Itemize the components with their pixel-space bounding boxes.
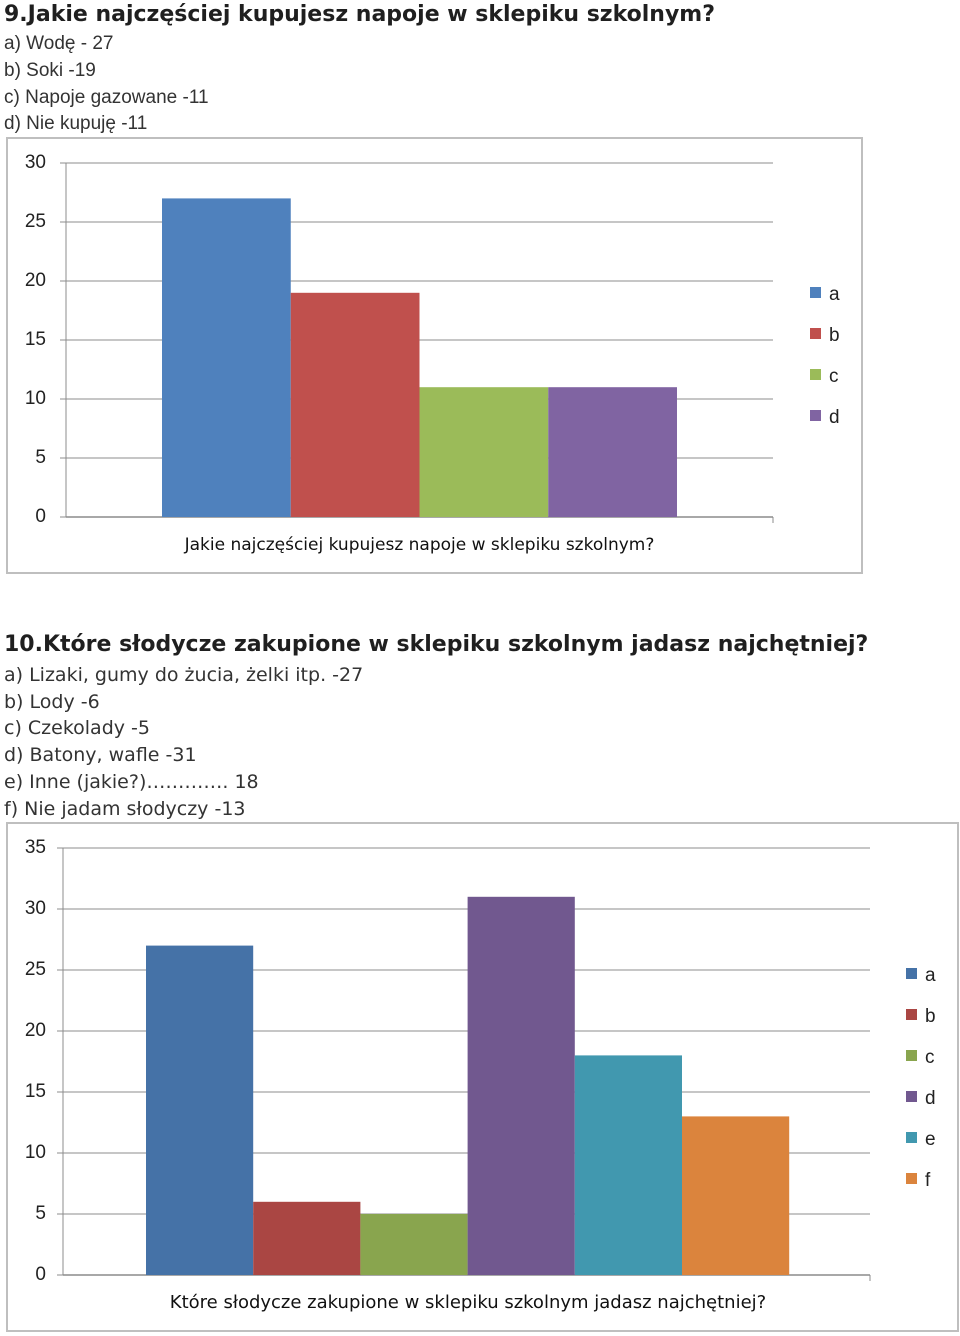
q10-answer-f: f) Nie jadam słodyczy -13 xyxy=(4,798,246,820)
y-tick-label: 15 xyxy=(24,1081,46,1102)
q10-answer-a: a) Lizaki, gumy do żucia, żelki itp. -27 xyxy=(4,664,364,686)
legend-swatch xyxy=(906,1132,917,1144)
y-tick-label: 20 xyxy=(24,1020,46,1041)
legend-swatch xyxy=(810,287,821,299)
bar-f xyxy=(682,1116,790,1275)
legend-swatch xyxy=(906,1173,917,1185)
legend-swatch xyxy=(810,410,821,422)
legend-swatch xyxy=(810,369,821,381)
legend-swatch xyxy=(906,968,917,980)
legend-label: c xyxy=(829,366,839,387)
chart-1-category-label: Jakie najczęściej kupujesz napoje w skle… xyxy=(184,535,655,555)
bar-c xyxy=(419,387,549,517)
legend-swatch xyxy=(906,1009,917,1021)
y-tick-label: 15 xyxy=(24,329,46,350)
q9-answer-a: a) Wodę - 27 xyxy=(4,33,114,54)
bar-c xyxy=(360,1214,468,1275)
bar-a xyxy=(162,198,291,517)
bar-b xyxy=(253,1201,361,1275)
y-tick-label: 25 xyxy=(24,959,46,980)
q10-answer-d: d) Batony, wafle -31 xyxy=(4,744,197,766)
bar-b xyxy=(290,292,420,517)
y-tick-label: 10 xyxy=(24,388,46,409)
bar-d xyxy=(467,896,575,1275)
legend-swatch xyxy=(810,328,821,340)
legend-label: b xyxy=(925,1006,936,1027)
q10-answer-b: b) Lody -6 xyxy=(4,691,100,713)
question-9-title: 9.Jakie najczęściej kupujesz napoje w sk… xyxy=(4,2,715,27)
y-tick-label: 5 xyxy=(35,1203,46,1224)
question-10-title: 10.Które słodycze zakupione w sklepiku s… xyxy=(4,632,869,657)
y-tick-label: 5 xyxy=(35,447,46,468)
legend-label: d xyxy=(925,1088,936,1109)
bar-a xyxy=(146,945,254,1275)
legend-item-b: b xyxy=(906,1006,936,1028)
chart-2-category-label: Które słodycze zakupione w sklepiku szko… xyxy=(169,1292,767,1313)
y-tick-label: 30 xyxy=(24,152,46,173)
q10-answer-e: e) Inne (jakie?)…………. 18 xyxy=(4,771,259,793)
q9-answer-b: b) Soki -19 xyxy=(4,60,96,81)
y-tick-label: 0 xyxy=(35,506,46,527)
legend-label: e xyxy=(925,1129,936,1150)
legend-label: d xyxy=(829,407,840,428)
y-tick-label: 10 xyxy=(24,1142,46,1163)
y-tick-label: 0 xyxy=(35,1264,46,1285)
legend-item-b: b xyxy=(810,325,840,347)
legend-label: c xyxy=(925,1047,935,1068)
q9-answer-d: d) Nie kupuję -11 xyxy=(4,113,148,134)
q10-answer-c: c) Czekolady -5 xyxy=(4,717,150,739)
y-tick-label: 30 xyxy=(24,898,46,919)
legend-item-c: c xyxy=(810,366,839,388)
y-tick-label: 35 xyxy=(24,837,46,858)
legend-item-f: f xyxy=(906,1170,930,1192)
y-tick-label: 25 xyxy=(24,211,46,232)
legend-item-c: c xyxy=(906,1047,935,1069)
legend-label: a xyxy=(925,965,936,986)
legend-item-a: a xyxy=(810,284,840,306)
legend-label: f xyxy=(925,1170,931,1191)
legend-item-e: e xyxy=(906,1129,936,1151)
bar-e xyxy=(574,1055,682,1275)
legend-item-d: d xyxy=(906,1088,936,1110)
legend-swatch xyxy=(906,1050,917,1062)
q9-answer-c: c) Napoje gazowane -11 xyxy=(4,87,209,108)
legend-item-a: a xyxy=(906,965,936,987)
legend-swatch xyxy=(906,1091,917,1103)
bar-d xyxy=(548,387,677,517)
legend-item-d: d xyxy=(810,407,840,429)
legend-label: a xyxy=(829,284,840,305)
y-tick-label: 20 xyxy=(24,270,46,291)
legend-label: b xyxy=(829,325,840,346)
